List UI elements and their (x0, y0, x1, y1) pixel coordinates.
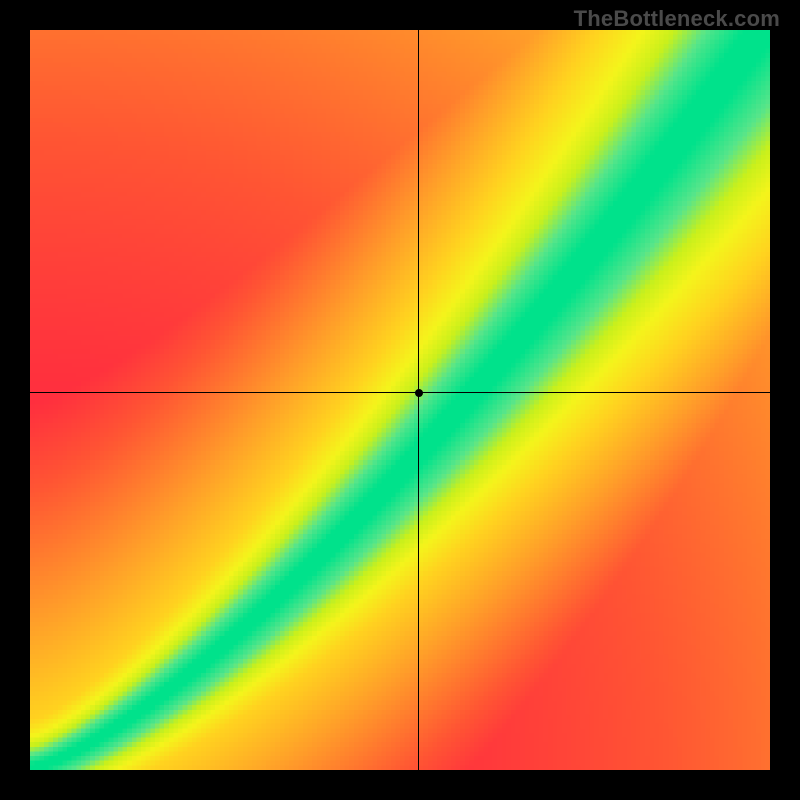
crosshair-vertical (418, 30, 419, 770)
crosshair-point (415, 389, 423, 397)
bottleneck-heatmap (30, 30, 770, 770)
watermark-label: TheBottleneck.com (574, 6, 780, 32)
chart-container: TheBottleneck.com (0, 0, 800, 800)
crosshair-horizontal (30, 392, 770, 393)
